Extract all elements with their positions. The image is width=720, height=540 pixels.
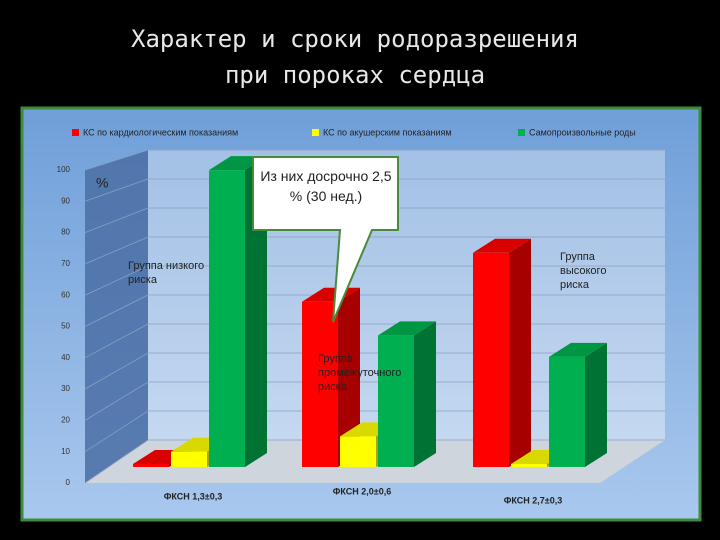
y-tick-label: 20 [61, 416, 70, 425]
legend-label: КС по кардиологическим показаниям [83, 127, 238, 137]
bar-top [378, 321, 436, 336]
annotation: Группа промежуточного риска [318, 353, 402, 393]
callout-text: Из них досрочно 2,5 % (30 нед.) [260, 168, 392, 204]
y-tick-label: 10 [61, 447, 70, 456]
bar [302, 301, 338, 467]
grid-line [84, 178, 665, 202]
grid-line [84, 149, 665, 171]
title-line: Характер и сроки родоразрешения [131, 25, 579, 53]
bar [340, 436, 376, 467]
title-line: при пороках сердца [225, 61, 485, 89]
y-tick-label: 0 [66, 478, 71, 487]
legend-swatch [72, 129, 79, 136]
y-tick-label: 100 [57, 165, 71, 174]
grid-line [84, 207, 665, 233]
y-tick-label: 90 [61, 196, 70, 205]
bar [378, 335, 414, 467]
x-tick-label: ФКСН 2,7±0,3 [504, 495, 563, 505]
bar-top [549, 342, 607, 357]
y-tick-label: 80 [61, 228, 70, 237]
x-tick-label: ФКСН 2,0±0,6 [333, 486, 392, 496]
bar [209, 170, 245, 467]
callout-box [252, 156, 399, 323]
grid-line [84, 236, 665, 265]
y-tick-label: 30 [61, 384, 70, 393]
x-tick-label: ФКСН 1,3±0,3 [164, 491, 223, 501]
legend-swatch [312, 129, 319, 136]
annotation: Группа низкого риска [128, 260, 205, 286]
legend-swatch [518, 129, 525, 136]
bar [549, 356, 585, 467]
bar [133, 463, 169, 467]
legend-label: КС по акушерским показаниям [323, 127, 452, 137]
bar-side [338, 287, 360, 467]
bar [171, 451, 207, 467]
bar-top [473, 238, 531, 253]
legend-label: Самопроизвольные роды [529, 127, 636, 137]
bar-side [509, 238, 531, 467]
unit-label: % [96, 175, 108, 191]
y-tick-label: 40 [61, 353, 70, 362]
bar-side [414, 321, 436, 467]
bar-side [585, 342, 607, 467]
side-wall [85, 150, 148, 483]
y-tick-label: 60 [61, 290, 70, 299]
bar [473, 252, 509, 467]
bar [511, 463, 547, 467]
bar-side [245, 156, 267, 467]
y-tick-label: 70 [61, 259, 70, 268]
y-tick-label: 50 [61, 322, 70, 331]
annotation: Группа высокого риска [560, 251, 607, 291]
